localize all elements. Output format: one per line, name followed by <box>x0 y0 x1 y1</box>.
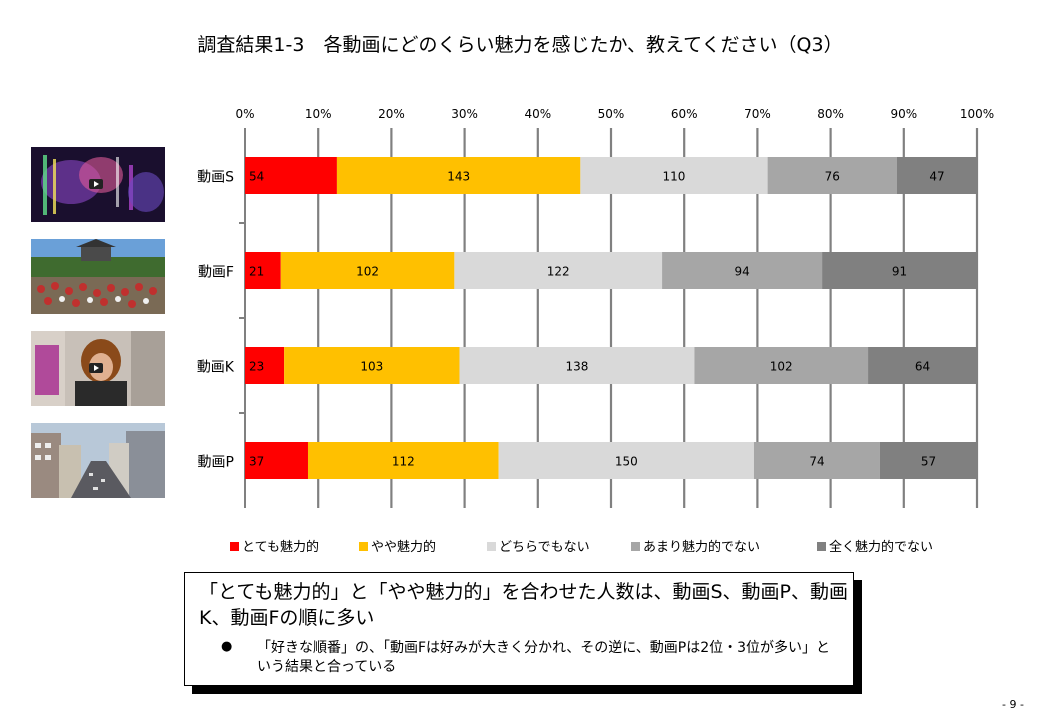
data-label-動画P-series-1: 112 <box>392 455 415 469</box>
category-label-動画S: 動画S <box>197 170 234 186</box>
data-label-動画S-series-2: 110 <box>663 170 686 184</box>
data-label-動画F-series-2: 122 <box>547 265 570 279</box>
data-label-動画S-series-3: 76 <box>825 170 840 184</box>
bar-動画P-series-4 <box>879 442 977 479</box>
data-label-動画P-series-0: 37 <box>249 455 264 469</box>
data-label-動画P-series-4: 57 <box>921 455 936 469</box>
bar-動画S-series-0 <box>245 157 337 194</box>
data-label-動画F-series-1: 102 <box>356 265 379 279</box>
x-tick-label-5: 50% <box>598 107 625 121</box>
bar-動画K-series-4 <box>868 347 977 384</box>
x-tick-label-1: 10% <box>305 107 332 121</box>
bullet-icon: ● <box>221 639 233 654</box>
x-tick-label-6: 60% <box>671 107 698 121</box>
stacked-bar-chart: 0% 10% 20% 30% 40% 50% 60% 70% 80% 90% 100% 54 143 11… <box>197 107 994 508</box>
category-label-動画K: 動画K <box>197 360 235 376</box>
video-thumbnail-p[interactable] <box>31 423 165 498</box>
bar-動画F-series-2 <box>454 252 663 289</box>
data-label-動画P-series-3: 74 <box>809 455 824 469</box>
data-label-動画K-series-2: 138 <box>566 360 589 374</box>
bar-動画F-series-4 <box>822 252 977 289</box>
legend-item-not-attractive-at-all: 全く魅力的でない <box>817 536 933 555</box>
legend-item-neutral: どちらでもない <box>487 536 590 555</box>
x-tick-label-10: 100% <box>960 107 994 121</box>
x-tick-label-2: 20% <box>378 107 405 121</box>
video-thumbnail-f[interactable] <box>31 239 165 314</box>
bar-動画F-series-3 <box>662 252 823 289</box>
data-label-動画F-series-0: 21 <box>249 265 264 279</box>
video-thumbnail-k[interactable] <box>31 331 165 406</box>
legend-item-not-very-attractive: あまり魅力的でない <box>631 536 760 555</box>
bar-動画P-series-3 <box>753 442 880 479</box>
bar-動画K-series-3 <box>694 347 869 384</box>
summary-bullet-text: 「好きな順番」の、「動画Fは好みが大きく分かれ、その逆に、動画Pは2位・3位が多… <box>257 640 831 675</box>
data-label-動画F-series-3: 94 <box>734 265 749 279</box>
data-label-動画F-series-4: 91 <box>892 265 907 279</box>
x-tick-label-3: 30% <box>451 107 478 121</box>
bar-動画K-series-1 <box>284 347 460 384</box>
x-tick-label-7: 70% <box>744 107 771 121</box>
x-tick-label-0: 0% <box>235 107 254 121</box>
bar-動画K-series-2 <box>459 347 695 384</box>
data-label-動画S-series-0: 54 <box>249 170 264 184</box>
bar-動画S-series-4 <box>896 157 977 194</box>
bar-動画P-series-0 <box>245 442 308 479</box>
summary-box: 「とても魅力的」と「やや魅力的」を合わせた人数は、動画S、動画P、動画K、動画F… <box>184 572 854 686</box>
data-label-動画K-series-0: 23 <box>249 360 264 374</box>
bar-動画P-series-1 <box>307 442 499 479</box>
data-label-動画K-series-3: 102 <box>770 360 793 374</box>
data-label-動画S-series-1: 143 <box>447 170 470 184</box>
x-tick-label-8: 80% <box>817 107 844 121</box>
bar-動画S-series-1 <box>336 157 581 194</box>
page-number: - 9 - <box>1002 698 1024 711</box>
video-thumbnail-s[interactable] <box>31 147 165 222</box>
summary-headline: 「とても魅力的」と「やや魅力的」を合わせた人数は、動画S、動画P、動画K、動画F… <box>199 581 849 629</box>
bar-動画S-series-3 <box>767 157 897 194</box>
bar-動画S-series-2 <box>580 157 768 194</box>
bar-動画F-series-0 <box>245 252 281 289</box>
data-label-動画K-series-1: 103 <box>360 360 383 374</box>
bar-動画P-series-2 <box>498 442 754 479</box>
bar-動画F-series-1 <box>280 252 455 289</box>
bar-動画K-series-0 <box>245 347 285 384</box>
x-tick-label-4: 40% <box>524 107 551 121</box>
legend-item-very-attractive: とても魅力的 <box>230 536 319 555</box>
legend-item-somewhat-attractive: やや魅力的 <box>359 536 436 555</box>
x-tick-label-9: 90% <box>890 107 917 121</box>
data-label-動画S-series-4: 47 <box>929 170 944 184</box>
data-label-動画P-series-2: 150 <box>615 455 638 469</box>
category-label-動画P: 動画P <box>198 455 234 471</box>
data-label-動画K-series-4: 64 <box>915 360 930 374</box>
category-label-動画F: 動画F <box>198 265 234 281</box>
page-title: 調査結果1-3 各動画にどのくらい魅力を感じたか、教えてください（Q3） <box>197 34 843 56</box>
